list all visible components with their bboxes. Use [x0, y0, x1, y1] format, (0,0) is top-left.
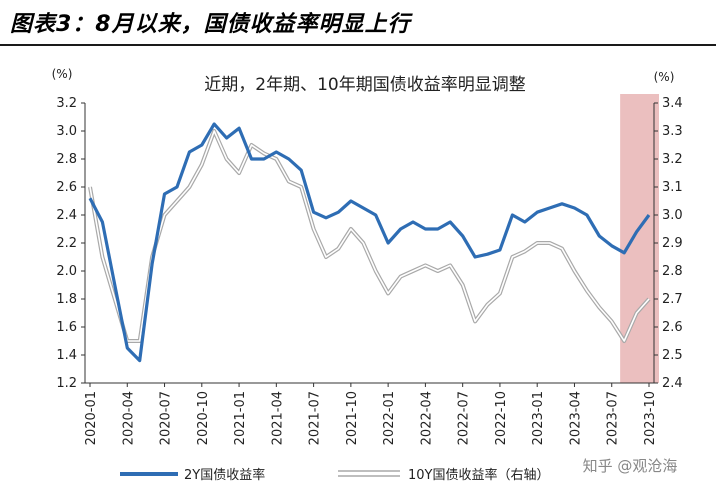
x-tick-label: 2022-10: [494, 391, 509, 445]
x-tick-label: 2023-04: [568, 391, 583, 445]
right-tick-label: 3.0: [662, 208, 683, 223]
left-tick-label: 3.2: [56, 96, 77, 111]
watermark: 知乎 @观沧海: [583, 457, 678, 475]
figure-title: 图表3：8月以来，国债收益率明显上行: [10, 12, 411, 37]
left-tick-label: 3.0: [56, 124, 77, 139]
legend-label-10y: 10Y国债收益率（右轴）: [408, 467, 549, 483]
right-tick-label: 3.1: [662, 180, 683, 195]
left-tick-label: 1.4: [56, 348, 77, 363]
x-tick-label: 2021-01: [233, 391, 248, 445]
x-tick-label: 2023-01: [531, 391, 546, 445]
x-tick-label: 2022-07: [457, 391, 472, 445]
x-tick-label: 2023-07: [606, 391, 621, 445]
x-tick-label: 2022-01: [382, 391, 397, 445]
x-tick-label: 2021-07: [308, 391, 323, 445]
right-tick-label: 2.7: [662, 292, 683, 307]
series-10y-line: [88, 129, 651, 343]
right-tick-label: 3.4: [662, 96, 683, 111]
series-2y-line: [88, 122, 651, 363]
x-tick-label: 2020-10: [196, 391, 211, 445]
left-axis-unit: (%): [52, 67, 73, 81]
legend-label-2y: 2Y国债收益率: [184, 467, 265, 483]
left-tick-label: 2.6: [56, 180, 77, 195]
right-tick-label: 3.2: [662, 152, 683, 167]
right-tick-label: 2.4: [662, 376, 683, 391]
right-tick-label: 2.8: [662, 264, 683, 279]
title-divider: [0, 44, 716, 46]
chart-title: 近期，2年期、10年期国债收益率明显调整: [204, 75, 525, 95]
x-tick-label: 2021-04: [270, 391, 285, 445]
x-tick-label: 2023-10: [643, 391, 658, 445]
x-tick-label: 2022-04: [419, 391, 434, 445]
x-tick-label: 2021-10: [345, 391, 360, 445]
left-tick-label: 2.4: [56, 208, 77, 223]
right-axis-unit: (%): [654, 70, 675, 84]
right-tick-label: 2.5: [662, 348, 683, 363]
left-tick-label: 1.6: [56, 320, 77, 335]
x-tick-label: 2020-07: [159, 391, 174, 445]
left-tick-label: 1.2: [56, 376, 77, 391]
right-tick-label: 2.9: [662, 236, 683, 251]
right-tick-label: 2.6: [662, 320, 683, 335]
series-10y-line-inner: [89, 130, 650, 342]
left-tick-label: 1.8: [56, 292, 77, 307]
left-tick-label: 2.0: [56, 264, 77, 279]
left-tick-label: 2.8: [56, 152, 77, 167]
left-tick-label: 2.2: [56, 236, 77, 251]
x-tick-label: 2020-01: [84, 391, 99, 445]
x-tick-label: 2020-04: [121, 391, 136, 445]
right-tick-label: 3.3: [662, 124, 683, 139]
